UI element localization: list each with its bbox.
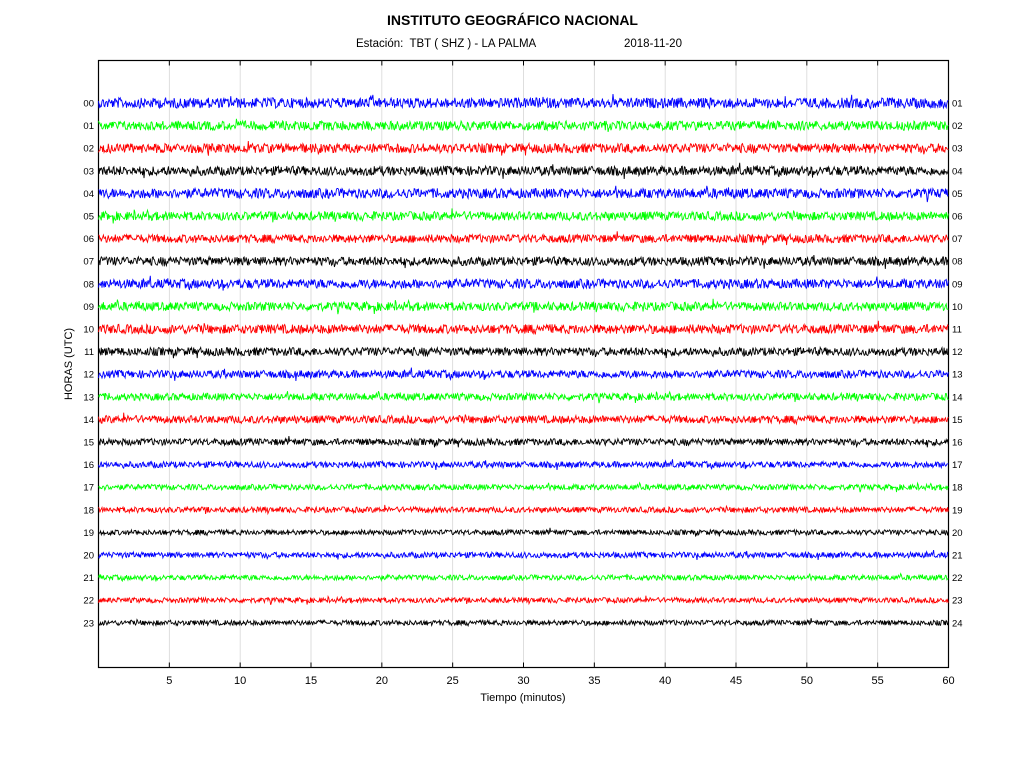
x-tick-label: 40 bbox=[659, 675, 671, 687]
trace-hour-23 bbox=[98, 618, 949, 628]
hour-label-right: 15 bbox=[952, 415, 963, 426]
hour-label-left: 13 bbox=[83, 392, 94, 403]
hour-label-left: 20 bbox=[83, 551, 94, 562]
hour-label-left: 19 bbox=[83, 528, 94, 539]
trace-hour-19 bbox=[98, 527, 949, 537]
hour-label-right: 08 bbox=[952, 257, 963, 268]
trace-hour-02 bbox=[98, 140, 949, 156]
trace-hour-00 bbox=[98, 93, 949, 110]
trace-hour-13 bbox=[98, 390, 949, 404]
hour-label-right: 06 bbox=[952, 212, 963, 223]
x-tick-label: 35 bbox=[588, 675, 600, 687]
chart-title: INSTITUTO GEOGRÁFICO NACIONAL bbox=[387, 12, 638, 28]
station-info: Estación: TBT ( SHZ ) - LA PALMA 2018-11-… bbox=[356, 38, 682, 50]
trace-hour-08 bbox=[98, 275, 949, 291]
trace-hour-15 bbox=[98, 436, 949, 449]
hour-label-right: 07 bbox=[952, 234, 963, 245]
trace-hour-22 bbox=[98, 594, 949, 606]
hour-label-left: 02 bbox=[83, 144, 94, 155]
hour-label-right: 11 bbox=[952, 325, 962, 336]
x-tick-label: 50 bbox=[801, 675, 813, 687]
x-tick-label: 5 bbox=[166, 675, 172, 687]
trace-hour-03 bbox=[98, 162, 949, 180]
x-tick-label: 45 bbox=[730, 675, 742, 687]
hour-labels: 00 01 01 02 02 03 03 04 04 05 05 06 06 07 07 08 08 09 09 10… bbox=[83, 99, 962, 630]
hour-label-left: 09 bbox=[83, 302, 94, 313]
hour-label-left: 21 bbox=[83, 573, 94, 584]
hour-label-right: 20 bbox=[952, 528, 963, 539]
hour-label-right: 09 bbox=[952, 279, 963, 290]
trace-hour-09 bbox=[98, 298, 949, 315]
trace-hour-04 bbox=[98, 185, 949, 203]
hour-label-left: 11 bbox=[84, 347, 94, 358]
hour-label-right: 22 bbox=[952, 573, 963, 584]
x-tick-label: 55 bbox=[872, 675, 884, 687]
trace-hour-14 bbox=[98, 412, 949, 426]
hour-label-right: 16 bbox=[952, 438, 963, 449]
hour-label-right: 19 bbox=[952, 505, 963, 516]
hour-label-right: 13 bbox=[952, 370, 963, 381]
hour-label-left: 12 bbox=[83, 370, 94, 381]
hour-label-left: 15 bbox=[83, 438, 94, 449]
hour-label-right: 17 bbox=[952, 460, 963, 471]
trace-hour-06 bbox=[98, 231, 949, 246]
hour-label-left: 07 bbox=[83, 257, 94, 268]
hour-label-right: 02 bbox=[952, 121, 963, 132]
x-axis-label: Tiempo (minutos) bbox=[480, 692, 565, 704]
hour-label-right: 14 bbox=[952, 392, 963, 403]
hour-label-left: 17 bbox=[83, 483, 94, 494]
trace-hour-10 bbox=[98, 320, 949, 336]
hour-label-right: 18 bbox=[952, 483, 963, 494]
x-tick-label: 20 bbox=[376, 675, 388, 687]
hour-label-left: 18 bbox=[83, 505, 94, 516]
trace-hour-11 bbox=[98, 345, 949, 359]
x-tick-label: 15 bbox=[305, 675, 317, 687]
x-tick-label: 10 bbox=[234, 675, 246, 687]
trace-hour-05 bbox=[98, 208, 949, 224]
seismic-traces bbox=[98, 93, 949, 628]
hour-label-right: 12 bbox=[952, 347, 963, 358]
hour-label-right: 03 bbox=[952, 144, 963, 155]
x-tick-label: 25 bbox=[447, 675, 459, 687]
trace-hour-07 bbox=[98, 255, 949, 269]
hour-label-left: 22 bbox=[83, 596, 94, 607]
hour-label-left: 00 bbox=[83, 99, 94, 110]
hour-label-right: 01 bbox=[952, 99, 963, 110]
grid-lines bbox=[168, 60, 879, 668]
hour-label-left: 05 bbox=[83, 212, 94, 223]
trace-hour-18 bbox=[98, 504, 949, 516]
trace-hour-21 bbox=[98, 572, 949, 583]
trace-hour-12 bbox=[98, 367, 949, 382]
trace-hour-20 bbox=[98, 550, 949, 561]
hour-label-left: 23 bbox=[83, 618, 94, 629]
trace-hour-16 bbox=[98, 459, 949, 471]
hour-label-right: 04 bbox=[952, 166, 963, 177]
hour-label-right: 05 bbox=[952, 189, 963, 200]
hour-label-left: 06 bbox=[83, 234, 94, 245]
hour-label-left: 14 bbox=[83, 415, 94, 426]
y-axis-label: HORAS (UTC) bbox=[63, 328, 75, 400]
hour-label-right: 24 bbox=[952, 618, 963, 629]
x-axis-ticks: 5 10 15 20 25 30 35 40 45 50 55 60 bbox=[166, 60, 955, 687]
hour-label-right: 21 bbox=[952, 551, 963, 562]
x-tick-label: 30 bbox=[517, 675, 529, 687]
hour-label-left: 01 bbox=[83, 121, 94, 132]
station-label: Estación: TBT ( SHZ ) - LA PALMA bbox=[356, 38, 537, 50]
hour-label-left: 03 bbox=[83, 166, 94, 177]
hour-label-left: 10 bbox=[83, 325, 94, 336]
recording-date: 2018-11-20 bbox=[624, 38, 682, 50]
trace-hour-17 bbox=[98, 481, 949, 493]
x-tick-label: 60 bbox=[942, 675, 954, 687]
hour-label-left: 08 bbox=[83, 279, 94, 290]
hour-label-right: 23 bbox=[952, 596, 963, 607]
hour-label-left: 16 bbox=[83, 460, 94, 471]
trace-hour-01 bbox=[98, 118, 949, 132]
hour-label-left: 04 bbox=[83, 189, 94, 200]
hour-label-right: 10 bbox=[952, 302, 963, 313]
